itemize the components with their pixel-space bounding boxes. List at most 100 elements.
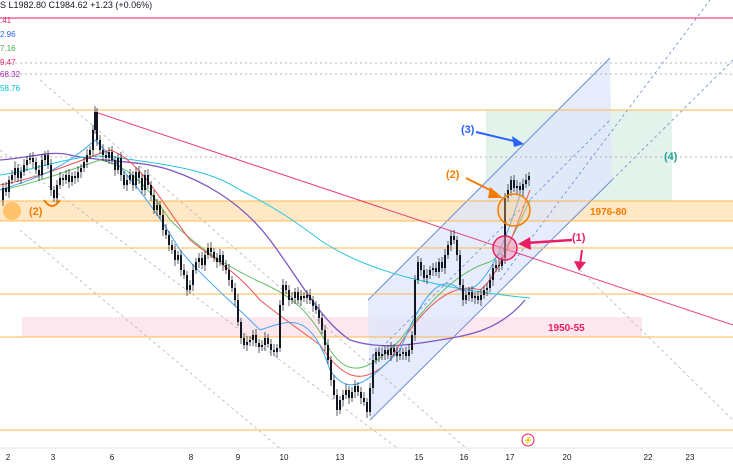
candle-body <box>414 280 416 335</box>
candle-body <box>285 285 287 290</box>
candle-body <box>336 395 338 410</box>
candle-body <box>147 175 149 185</box>
ma-value-label: 7.16 <box>0 44 16 53</box>
candle-body <box>441 262 443 268</box>
descending-guide-1 <box>39 79 467 448</box>
candle-body <box>420 262 422 270</box>
candle-body <box>159 205 161 215</box>
candle-body <box>114 160 116 170</box>
candle-body <box>273 350 275 352</box>
candle-body <box>339 400 341 410</box>
x-tick-label: 15 <box>415 453 424 462</box>
candle-body <box>129 175 131 180</box>
candle-body <box>8 180 10 192</box>
zone-label-upper: 1976-80 <box>590 207 627 218</box>
candle-body <box>468 292 470 295</box>
candle-body <box>456 240 458 255</box>
candle-body <box>432 268 434 270</box>
candle-body <box>252 335 254 340</box>
candle-body <box>135 172 137 185</box>
x-tick-label: 10 <box>280 453 289 462</box>
x-tick-label: 8 <box>189 453 194 462</box>
candle-body <box>372 360 374 388</box>
candle-body <box>330 360 332 380</box>
x-tick-label: 23 <box>686 453 695 462</box>
candle-body <box>426 275 428 278</box>
candle-body <box>294 292 296 298</box>
x-tick-label: 3 <box>51 453 56 462</box>
ma-value-label: 2.96 <box>0 30 16 39</box>
candle-body <box>288 290 290 300</box>
x-axis-ticks: 2 3 6 8 9 10 13 15 16 17 20 22 23 <box>6 453 695 462</box>
candle-body <box>324 330 326 345</box>
candle-body <box>354 386 356 392</box>
candle-body <box>525 180 527 184</box>
candle-body <box>528 176 530 180</box>
candle-body <box>303 296 305 298</box>
candle-body <box>279 305 281 348</box>
channel-extension-line <box>611 59 733 181</box>
candle-body <box>396 352 398 356</box>
event-icon[interactable] <box>521 433 535 447</box>
candle-body <box>5 188 7 192</box>
candle-body <box>510 180 512 190</box>
candle-body <box>489 280 491 288</box>
ohlc-header: S L1982.80 C1984.62 +1.23 (+0.06%) <box>0 0 153 10</box>
candle-body <box>108 152 110 158</box>
candle-body <box>282 285 284 305</box>
candle-body <box>309 295 311 300</box>
candle-body <box>519 186 521 190</box>
candle-body <box>204 255 206 265</box>
candle-body <box>369 388 371 412</box>
candle-body <box>270 344 272 350</box>
candle-body <box>165 230 167 235</box>
candle-body <box>258 343 260 347</box>
candle-body <box>342 395 344 400</box>
x-tick-label: 6 <box>110 453 115 462</box>
breakout-circle-orange <box>497 193 531 227</box>
candle-body <box>516 186 518 188</box>
candle-body <box>99 140 101 150</box>
candle-body <box>47 155 49 165</box>
descending-trendline <box>94 111 733 326</box>
candle-body <box>77 172 79 178</box>
candle-body <box>144 175 146 190</box>
candle-body <box>465 295 467 300</box>
candle-body <box>300 296 302 300</box>
note-1: (1) <box>572 232 586 244</box>
arrow-3-head <box>512 136 524 147</box>
event-icon-glyph: ⚡ <box>523 435 533 445</box>
x-tick-label: 9 <box>236 453 241 462</box>
candle-body <box>390 348 392 355</box>
candle-body <box>32 158 34 162</box>
candle-body <box>357 386 359 392</box>
left-marker-circle <box>3 202 21 220</box>
candle-body <box>366 402 368 412</box>
candle-body <box>177 255 179 260</box>
candle-body <box>65 175 67 180</box>
candle-body <box>219 255 221 262</box>
candle-body <box>477 296 479 300</box>
candle-body <box>174 250 176 260</box>
descending-guide-4 <box>579 269 733 421</box>
candle-body <box>312 300 314 306</box>
candle-body <box>222 255 224 265</box>
candle-body <box>429 270 431 275</box>
candle-body <box>171 245 173 250</box>
candle-body <box>89 150 91 155</box>
candle-body <box>360 392 362 398</box>
candle-body <box>387 350 389 355</box>
channel-mid-line <box>368 118 612 361</box>
candle-body <box>486 288 488 290</box>
candle-body <box>156 205 158 210</box>
candle-body <box>35 162 37 170</box>
candle-body <box>384 350 386 354</box>
zone-label-lower: 1950-55 <box>548 323 585 334</box>
candle-body <box>495 265 497 268</box>
candle-body <box>17 168 19 178</box>
candle-body <box>375 352 377 360</box>
candle-body <box>462 285 464 300</box>
candle-body <box>183 270 185 275</box>
candle-body <box>504 198 506 258</box>
